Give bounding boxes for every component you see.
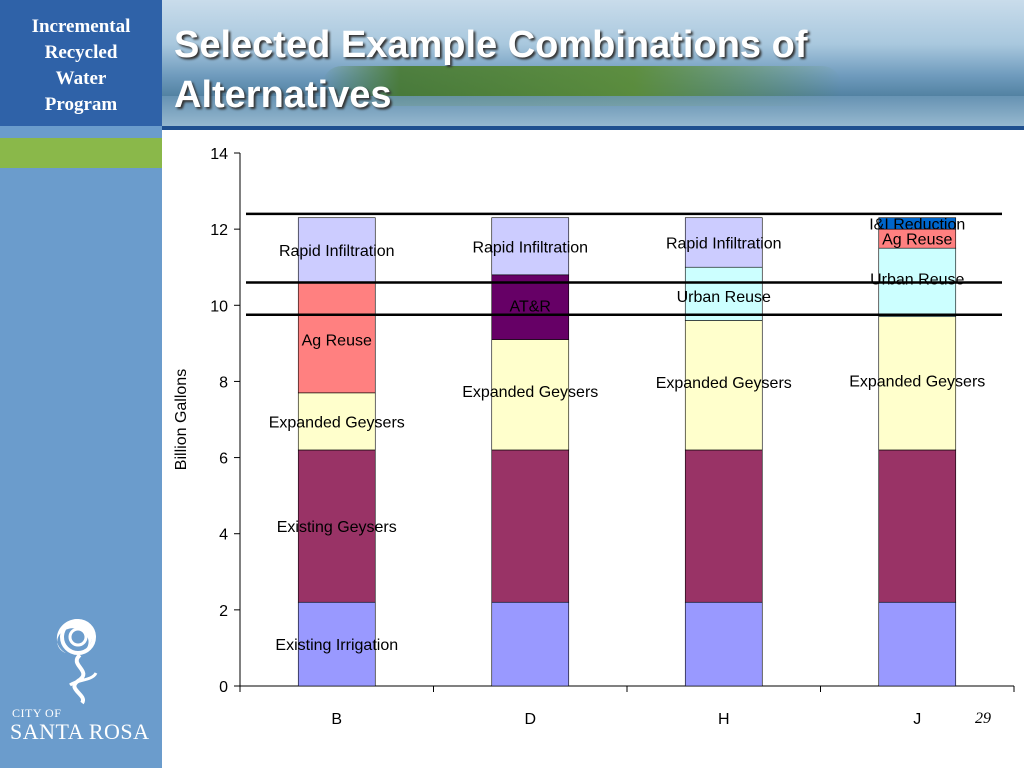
santa-rosa-rose-logo-icon bbox=[56, 619, 98, 705]
bar-segment-j-expanded-geysers bbox=[878, 316, 957, 451]
y-tick-label: 4 bbox=[219, 527, 228, 544]
y-tick-label: 0 bbox=[219, 679, 228, 696]
segment-label: Rapid Infiltration bbox=[472, 239, 588, 256]
segment-label: Urban Reuse bbox=[677, 289, 771, 306]
y-tick-label: 14 bbox=[210, 146, 228, 163]
bar-segment-h-rapid-infiltration bbox=[684, 217, 763, 268]
y-tick-label: 12 bbox=[210, 222, 228, 239]
bar-segment-b-ag-reuse bbox=[297, 282, 376, 394]
x-tick-label: J bbox=[913, 711, 921, 728]
bar-segment-j-existing-geysers bbox=[878, 449, 957, 603]
x-tick-label: D bbox=[524, 711, 536, 728]
program-title-line: Water bbox=[55, 68, 107, 89]
segment-label: AT&R bbox=[510, 298, 551, 315]
segment-label: Existing Irrigation bbox=[275, 637, 398, 654]
bar-segment-h-existing-geysers bbox=[684, 449, 763, 603]
logo-city-of: CITY OF bbox=[12, 706, 62, 720]
x-tick-label: B bbox=[331, 711, 342, 728]
segment-label: Expanded Geysers bbox=[849, 373, 985, 390]
page-number: 29 bbox=[975, 710, 991, 727]
y-tick-label: 6 bbox=[219, 451, 228, 468]
sidebar: Incremental Recycled Water Program CITY … bbox=[0, 0, 162, 768]
bar-segment-h-existing-irrigation bbox=[684, 601, 763, 687]
bar-segment-b-existing-geysers bbox=[297, 449, 376, 603]
bar-segment-b-existing-irrigation bbox=[297, 601, 376, 687]
bar-segment-b-expanded-geysers bbox=[297, 392, 376, 451]
program-title: Incremental Recycled Water Program bbox=[0, 0, 162, 126]
accent-bar bbox=[0, 138, 162, 168]
program-title-line: Recycled bbox=[44, 42, 118, 63]
segment-label: Expanded Geysers bbox=[656, 375, 792, 392]
segment-label: Expanded Geysers bbox=[462, 384, 598, 401]
segment-label: Rapid Infiltration bbox=[279, 243, 395, 260]
title-divider bbox=[162, 126, 1024, 130]
segment-label: Expanded Geysers bbox=[269, 414, 405, 431]
bar-segment-h-expanded-geysers bbox=[684, 320, 763, 451]
bar-segment-j-i-i-reduction bbox=[878, 217, 957, 230]
bar-segment-j-existing-irrigation bbox=[878, 601, 957, 687]
bar-segment-d-at-r bbox=[491, 274, 570, 340]
segment-label: Ag Reuse bbox=[882, 232, 952, 249]
segment-label: I&I Reduction bbox=[869, 216, 965, 233]
y-tick-label: 10 bbox=[210, 298, 228, 315]
x-tick-label: H bbox=[718, 711, 730, 728]
slide-title: Selected Example Combinations of Alterna… bbox=[174, 24, 808, 116]
program-title-line: Incremental bbox=[31, 16, 131, 37]
bar-segment-d-expanded-geysers bbox=[491, 339, 570, 451]
segment-label: Ag Reuse bbox=[302, 333, 372, 350]
y-tick-label: 8 bbox=[219, 374, 228, 391]
bar-segment-d-existing-irrigation bbox=[491, 601, 570, 687]
logo-city-name: SANTA ROSA bbox=[10, 719, 150, 744]
stacked-bar-chart: 0 2 4 6 8 10 12 14 B D H J Billion Gallons Rapid Infi… bbox=[173, 146, 1015, 728]
bar-segment-d-existing-geysers bbox=[491, 449, 570, 603]
segment-label: Existing Geysers bbox=[277, 519, 397, 536]
program-title-line: Program bbox=[44, 94, 118, 115]
bar-segment-b-rapid-infiltration bbox=[297, 217, 376, 283]
banner-water bbox=[162, 96, 1024, 126]
y-tick-label: 2 bbox=[219, 603, 228, 620]
title-banner-photo bbox=[162, 0, 1024, 126]
bar-segment-d-rapid-infiltration bbox=[491, 217, 570, 276]
y-axis-title: Billion Gallons bbox=[173, 369, 190, 470]
segment-label: Urban Reuse bbox=[870, 272, 964, 289]
segment-label: Rapid Infiltration bbox=[666, 235, 782, 252]
